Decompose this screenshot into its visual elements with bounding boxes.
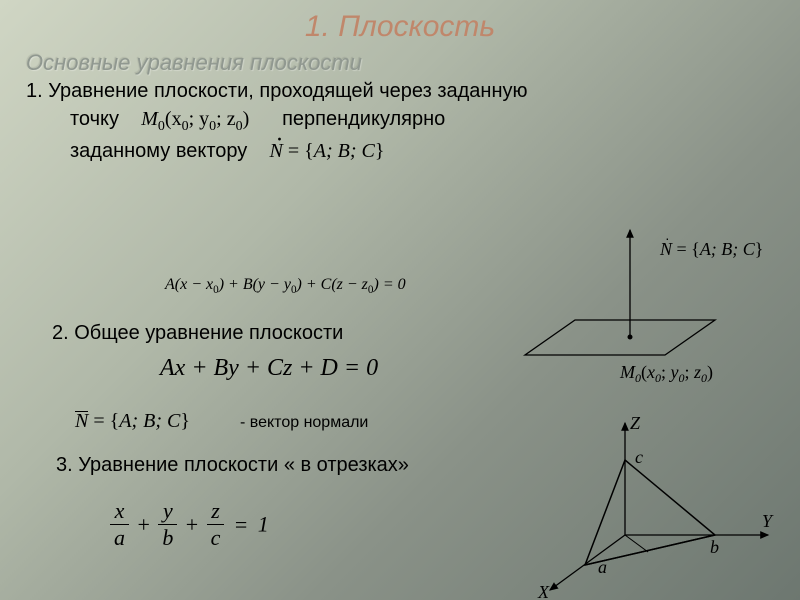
intercept-a: a [598, 557, 607, 577]
svg-text:N = {A; B; C}: N = {A; B; C} [659, 239, 763, 259]
item1-line3: заданному вектору N = {A; B; C} [70, 138, 800, 164]
item1-line2: точку M0(x0; y0; z0) перпендикулярно [70, 106, 800, 136]
equation2: Ax + By + Cz + D = 0 [160, 355, 378, 382]
equation3-fractions: xa + yb + zc = 1 [110, 500, 269, 549]
item1-word-vec: заданному вектору [70, 140, 247, 162]
equation1: A(x − x0) + B(y − y0) + C(z − z0) = 0 [165, 276, 406, 296]
intercept-c: c [635, 447, 643, 467]
axis-x-label: X [537, 582, 550, 600]
normal-label: - вектор нормали [240, 414, 368, 432]
item3: 3. Уравнение плоскости « в отрезках» [56, 452, 409, 478]
item1-N: N = {A; B; C} [270, 140, 385, 162]
item1-line1: 1. Уравнение плоскости, проходящей через… [26, 78, 800, 104]
axis-y-label: Y [762, 511, 774, 531]
axis-z-label: Z [630, 415, 641, 433]
item2: 2. Общее уравнение плоскости [52, 320, 343, 346]
diagram-axes-intercepts: Z Y X c b a [530, 415, 780, 600]
slide-subtitle: Основные уравнения плоскости [26, 50, 800, 76]
svg-text:M0(x0; y0; z0): M0(x0; y0; z0) [619, 362, 713, 385]
normal-vector-2: N = {A; B; C} [75, 410, 190, 433]
item1-m0: M0(x0; y0; z0) [141, 108, 254, 130]
diagram-plane-normal: N = {A; B; C} · M0(x0; y0; z0) [505, 220, 775, 395]
slide-title: 1. Плоскость [0, 10, 800, 44]
intercept-b: b [710, 537, 719, 557]
item1-word-tochku: точку [70, 108, 119, 130]
svg-text:·: · [665, 230, 670, 246]
item1-word-perp: перпендикулярно [282, 108, 445, 130]
